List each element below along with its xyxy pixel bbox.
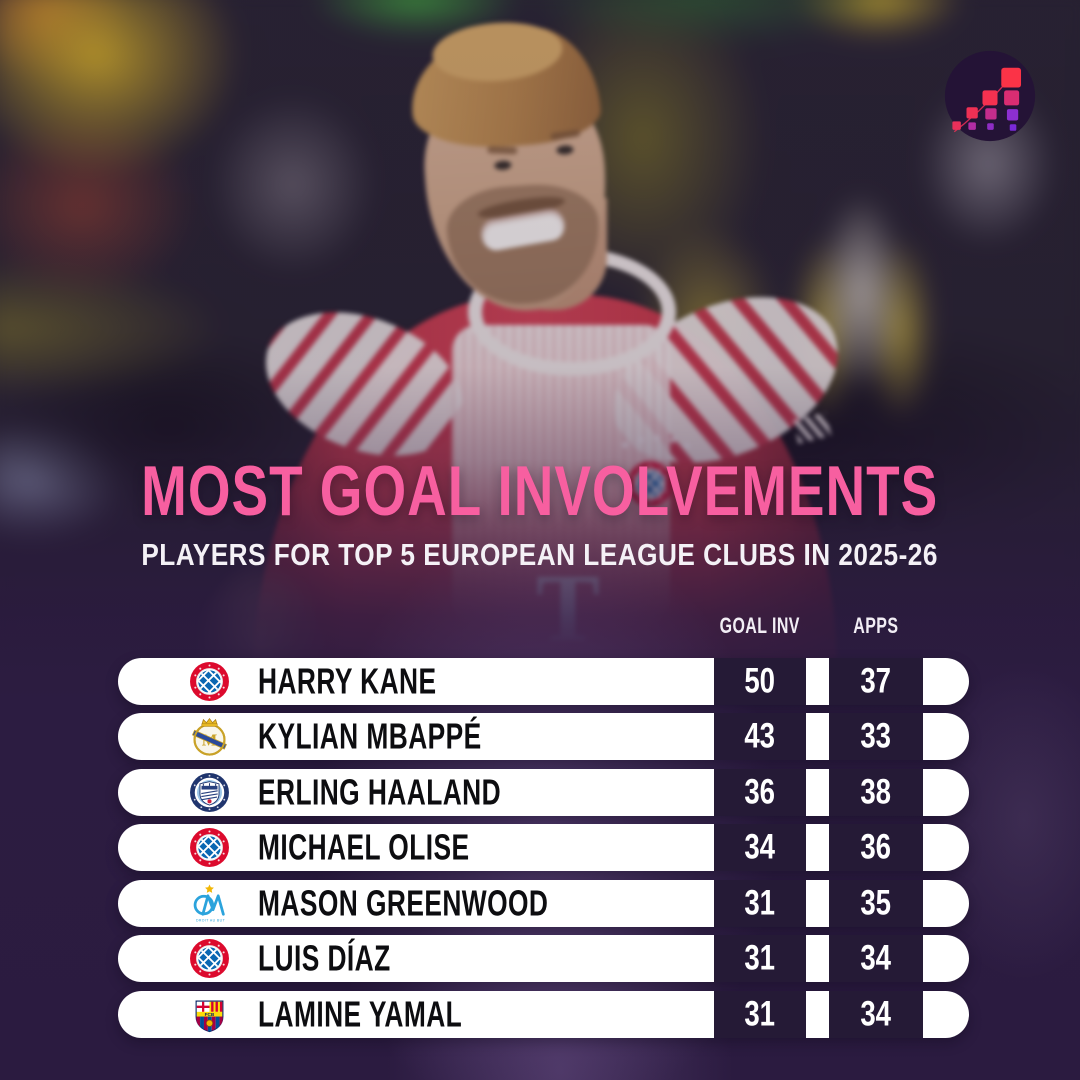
- bayern-munich-badge-icon: [189, 827, 230, 868]
- appearances-value: 33: [829, 713, 923, 760]
- manchester-city-badge-icon: [189, 772, 230, 813]
- appearances-value: 35: [829, 880, 923, 927]
- table-row: ERLING HAALAND 36 38: [118, 769, 969, 816]
- appearances-value: 34: [829, 935, 923, 982]
- table-row: KYLIAN MBAPPÉ 43 33: [118, 713, 969, 760]
- column-header-apps: APPS: [853, 614, 899, 639]
- page-title: MOST GOAL INVOLVEMENTS: [141, 450, 939, 531]
- goal-involvements-value: 43: [714, 713, 806, 760]
- goal-involvements-value: 50: [714, 658, 806, 705]
- table-row: MASON GREENWOOD 31 35: [118, 880, 969, 927]
- bayern-munich-badge-icon: [189, 661, 230, 702]
- column-header-goal-inv: GOAL INV: [719, 614, 801, 639]
- goal-involvements-value: 34: [714, 824, 806, 871]
- player-name: MASON GREENWOOD: [258, 882, 549, 924]
- player-name: LUIS DÍAZ: [258, 937, 391, 979]
- player-name: ERLING HAALAND: [258, 771, 502, 813]
- player-name: KYLIAN MBAPPÉ: [258, 715, 482, 757]
- appearances-value: 38: [829, 769, 923, 816]
- appearances-value: 34: [829, 991, 923, 1038]
- goal-involvements-value: 36: [714, 769, 806, 816]
- barcelona-badge-icon: [189, 994, 230, 1035]
- goal-involvements-value: 31: [714, 880, 806, 927]
- appearances-value: 36: [829, 824, 923, 871]
- page-subtitle: PLAYERS FOR TOP 5 EUROPEAN LEAGUE CLUBS …: [141, 537, 939, 573]
- appearances-value: 37: [829, 658, 923, 705]
- goal-involvements-value: 31: [714, 991, 806, 1038]
- rising-steps-chart-logo-icon: [943, 49, 1037, 143]
- table-row: HARRY KANE 50 37: [118, 658, 969, 705]
- marseille-badge-icon: [189, 883, 230, 924]
- real-madrid-badge-icon: [189, 716, 230, 757]
- player-name: HARRY KANE: [258, 660, 437, 702]
- goal-involvements-value: 31: [714, 935, 806, 982]
- table-row: MICHAEL OLISE 34 36: [118, 824, 969, 871]
- bayern-munich-badge-icon: [189, 938, 230, 979]
- player-name: LAMINE YAMAL: [258, 993, 463, 1035]
- table-row: LUIS DÍAZ 31 34: [118, 935, 969, 982]
- player-name: MICHAEL OLISE: [258, 826, 470, 868]
- table-row: LAMINE YAMAL 31 34: [118, 991, 969, 1038]
